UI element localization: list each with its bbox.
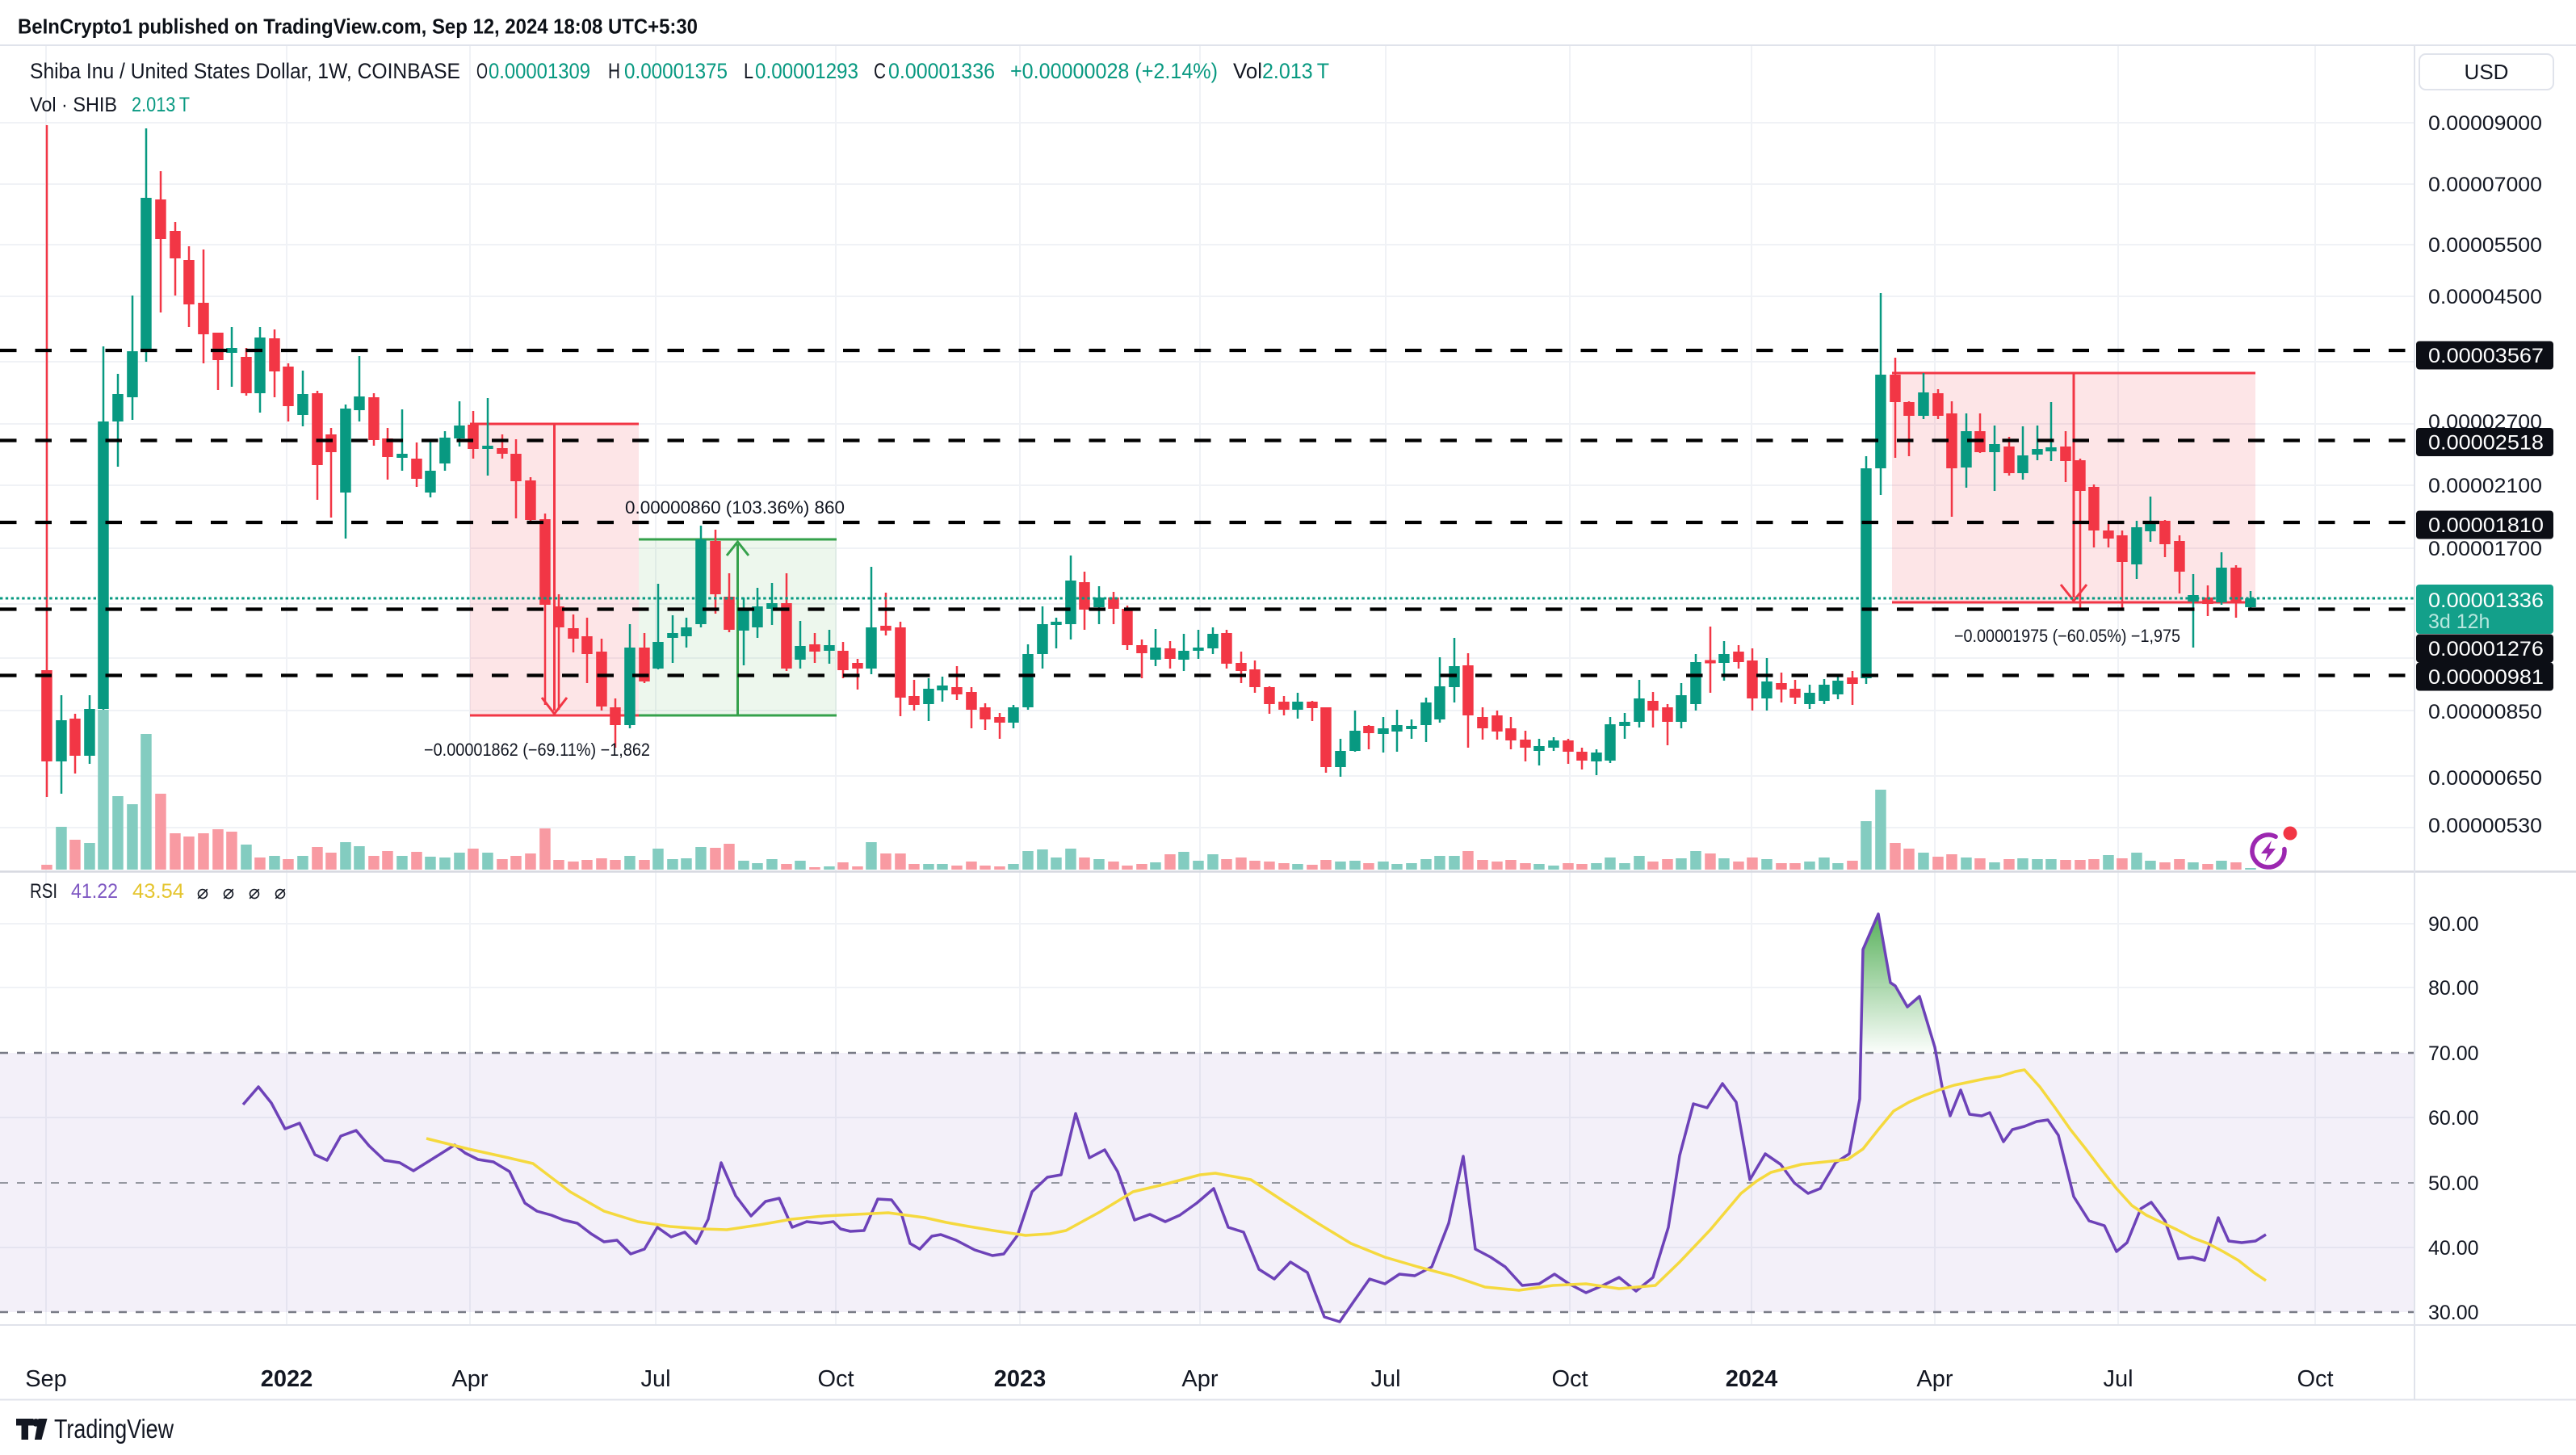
svg-text:Vol: Vol: [1233, 59, 1262, 83]
svg-text:0.00000860 (103.36%) 860: 0.00000860 (103.36%) 860: [625, 497, 845, 518]
svg-text:0.00001309: 0.00001309: [489, 59, 590, 83]
svg-text:O: O: [476, 59, 488, 83]
svg-text:⌀: ⌀: [275, 882, 286, 904]
svg-text:50.00: 50.00: [2428, 1172, 2479, 1195]
svg-text:0.00001276: 0.00001276: [2428, 638, 2544, 660]
svg-text:0.00003567: 0.00003567: [2428, 345, 2544, 367]
svg-text:C: C: [874, 59, 886, 83]
svg-text:0.00002518: 0.00002518: [2428, 432, 2544, 455]
svg-text:0.00002100: 0.00002100: [2428, 475, 2542, 497]
svg-text:⌀: ⌀: [249, 882, 260, 904]
svg-text:0.00000650: 0.00000650: [2428, 767, 2542, 790]
svg-text:0.00001700: 0.00001700: [2428, 538, 2542, 560]
svg-text:0.00001293: 0.00001293: [755, 59, 858, 83]
svg-text:3d 12h: 3d 12h: [2428, 610, 2490, 633]
svg-text:0.00000850: 0.00000850: [2428, 701, 2542, 723]
svg-text:0.00001336: 0.00001336: [2428, 589, 2544, 612]
svg-text:Oct: Oct: [1551, 1366, 1588, 1392]
svg-text:0.00000981: 0.00000981: [2428, 666, 2544, 689]
svg-text:2022: 2022: [261, 1366, 313, 1392]
svg-text:0.00001810: 0.00001810: [2428, 514, 2544, 537]
svg-text:Oct: Oct: [2297, 1366, 2333, 1392]
svg-text:BeInCrypto1 published on Tradi: BeInCrypto1 published on TradingView.com…: [18, 15, 698, 39]
svg-text:H: H: [608, 59, 620, 83]
svg-text:60.00: 60.00: [2428, 1107, 2479, 1130]
svg-text:43.54: 43.54: [132, 880, 184, 903]
svg-text:−0.00001975 (−60.05%) −1,975: −0.00001975 (−60.05%) −1,975: [1954, 626, 2180, 646]
svg-text:0.00004500: 0.00004500: [2428, 286, 2542, 308]
svg-text:Jul: Jul: [2103, 1366, 2133, 1392]
svg-text:L: L: [744, 59, 753, 83]
svg-text:+0.00000028 (+2.14%): +0.00000028 (+2.14%): [1010, 59, 1218, 83]
svg-text:41.22: 41.22: [71, 880, 118, 903]
svg-text:40.00: 40.00: [2428, 1237, 2479, 1260]
svg-text:Shiba Inu / United States Doll: Shiba Inu / United States Dollar, 1W, CO…: [30, 59, 460, 83]
svg-text:Jul: Jul: [1370, 1366, 1400, 1392]
svg-text:0.00005500: 0.00005500: [2428, 234, 2542, 257]
svg-text:0.00009000: 0.00009000: [2428, 112, 2542, 135]
svg-text:⌀: ⌀: [197, 882, 208, 904]
svg-text:Apr: Apr: [1916, 1366, 1953, 1392]
svg-text:2.013 T: 2.013 T: [1262, 59, 1329, 83]
svg-text:2.013 T: 2.013 T: [132, 94, 190, 116]
svg-text:Jul: Jul: [640, 1366, 670, 1392]
svg-text:TradingView: TradingView: [54, 1414, 174, 1444]
svg-text:−0.00001862 (−69.11%) −1,862: −0.00001862 (−69.11%) −1,862: [424, 740, 650, 760]
svg-text:2024: 2024: [1726, 1366, 1778, 1392]
svg-text:30.00: 30.00: [2428, 1302, 2479, 1324]
svg-text:Apr: Apr: [1181, 1366, 1218, 1392]
svg-text:0.00001375: 0.00001375: [624, 59, 728, 83]
svg-text:0.00007000: 0.00007000: [2428, 174, 2542, 196]
svg-text:80.00: 80.00: [2428, 977, 2479, 1000]
svg-text:70.00: 70.00: [2428, 1042, 2479, 1065]
svg-text:USD: USD: [2465, 60, 2509, 84]
svg-text:Vol · SHIB: Vol · SHIB: [30, 94, 117, 116]
svg-text:RSI: RSI: [30, 880, 57, 903]
svg-text:0.00000530: 0.00000530: [2428, 815, 2542, 837]
svg-text:Oct: Oct: [817, 1366, 854, 1392]
svg-text:90.00: 90.00: [2428, 913, 2479, 936]
svg-text:⌀: ⌀: [223, 882, 234, 904]
svg-text:Apr: Apr: [451, 1366, 488, 1392]
svg-text:Sep: Sep: [25, 1366, 67, 1392]
svg-text:2023: 2023: [994, 1366, 1047, 1392]
svg-text:0.00001336: 0.00001336: [888, 59, 995, 83]
